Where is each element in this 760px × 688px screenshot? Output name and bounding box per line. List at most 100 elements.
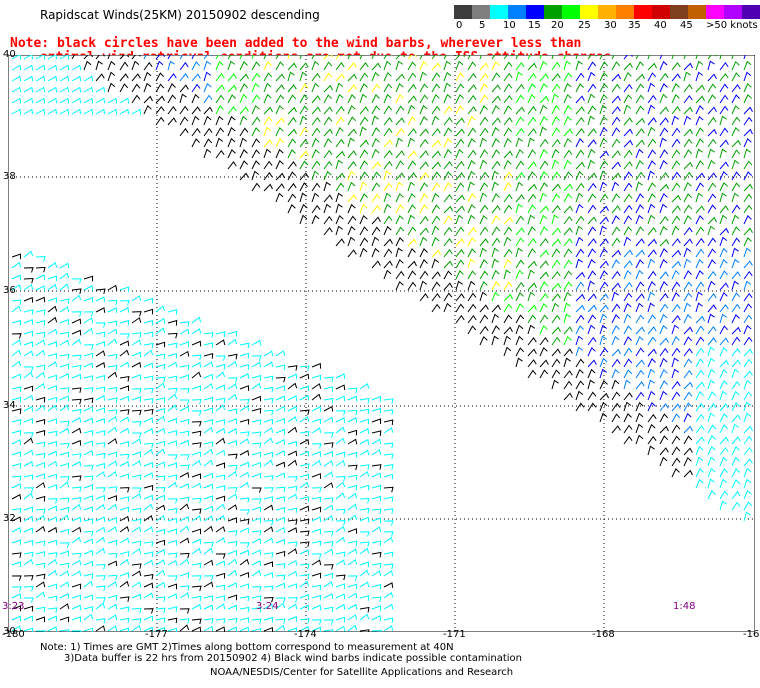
wind-barb — [455, 148, 464, 159]
wind-barb — [659, 203, 668, 214]
wind-barb — [707, 128, 717, 137]
wind-barb — [239, 55, 243, 60]
wind-barb — [335, 417, 346, 423]
wind-barb — [263, 126, 272, 137]
wind-barb — [251, 569, 262, 577]
wind-barb — [371, 540, 382, 547]
wind-barb — [383, 93, 392, 104]
wind-barbs — [11, 55, 753, 632]
wind-barb — [287, 559, 298, 566]
wind-barb — [167, 606, 178, 612]
wind-barb — [587, 258, 596, 269]
wind-barb — [695, 138, 704, 148]
wind-barb — [455, 205, 465, 214]
wind-barb — [239, 61, 248, 71]
wind-barb — [419, 259, 428, 269]
wind-barb — [611, 270, 621, 280]
wind-barb — [215, 105, 224, 115]
wind-barb — [719, 247, 728, 258]
wind-barb — [419, 150, 429, 159]
wind-barb — [383, 520, 394, 526]
wind-barb — [383, 463, 394, 470]
wind-barb — [635, 181, 643, 192]
wind-barb — [731, 314, 740, 324]
wind-barb — [719, 192, 727, 203]
wind-barb — [551, 336, 561, 346]
wind-barb — [515, 116, 525, 126]
wind-barb — [311, 559, 322, 566]
wind-barb — [83, 549, 94, 556]
wind-barb — [95, 86, 106, 93]
wind-barb — [719, 304, 729, 313]
wind-barb — [323, 442, 334, 448]
colorbar-swatch — [706, 5, 724, 19]
wind-barb — [119, 525, 130, 533]
wind-barb — [311, 496, 322, 503]
colorbar-swatch — [652, 5, 670, 19]
wind-barb — [23, 86, 34, 93]
wind-barb — [527, 171, 536, 181]
wind-barb — [671, 55, 675, 60]
wind-barb — [431, 225, 440, 236]
wind-barb — [539, 160, 549, 170]
wind-barb — [647, 390, 656, 401]
wind-barb — [635, 412, 644, 423]
wind-barb — [227, 106, 237, 115]
wind-barb — [359, 382, 370, 390]
wind-barb — [47, 108, 58, 115]
wind-barb — [587, 93, 596, 104]
wind-barb — [227, 617, 238, 624]
wind-barb — [623, 117, 633, 126]
wind-barb — [299, 617, 310, 624]
wind-barb — [371, 526, 382, 533]
wind-barb — [695, 425, 705, 434]
wind-barb — [695, 127, 704, 137]
wind-barb — [671, 73, 681, 82]
wind-barb — [383, 127, 393, 137]
wind-barb — [167, 117, 177, 126]
wind-barb — [695, 413, 705, 423]
wind-barb — [35, 581, 46, 588]
wind-barb — [551, 105, 560, 115]
wind-barb — [311, 604, 322, 611]
wind-barb — [731, 104, 740, 115]
wind-barb — [683, 292, 693, 302]
wind-barb — [695, 369, 705, 379]
wind-barb — [347, 215, 357, 225]
wind-barb — [299, 416, 310, 423]
wind-barb — [347, 170, 356, 181]
wind-barb — [179, 464, 190, 471]
wind-barb — [215, 137, 224, 148]
wind-barb — [419, 104, 428, 115]
wind-barb — [347, 438, 358, 445]
wind-barb — [647, 368, 656, 379]
colorbar-label: 40 — [654, 20, 667, 31]
wind-barb — [359, 561, 369, 567]
wind-barb — [719, 337, 729, 346]
wind-barb — [671, 149, 681, 159]
wind-barb — [35, 616, 45, 623]
wind-barb — [179, 105, 189, 115]
wind-barb — [179, 592, 190, 599]
wind-barb — [407, 238, 417, 247]
wind-barb — [491, 55, 501, 60]
wind-barb — [683, 106, 693, 115]
wind-barb — [143, 626, 154, 632]
wind-barb — [371, 137, 380, 148]
wind-barb — [611, 379, 620, 390]
wind-barb — [191, 442, 202, 448]
wind-barb — [407, 95, 417, 104]
wind-barb — [107, 594, 118, 601]
wind-barb — [239, 461, 250, 468]
wind-barb — [167, 481, 178, 489]
wind-barb — [287, 382, 298, 390]
longitude-label: -177 — [145, 629, 168, 640]
wind-barb — [647, 358, 656, 368]
wind-barb — [263, 572, 274, 578]
wind-barb — [239, 481, 250, 489]
wind-barb — [479, 62, 489, 71]
wind-barb — [623, 249, 633, 258]
wind-barb — [179, 525, 190, 533]
wind-barb — [551, 183, 561, 192]
wind-barb — [299, 473, 310, 480]
